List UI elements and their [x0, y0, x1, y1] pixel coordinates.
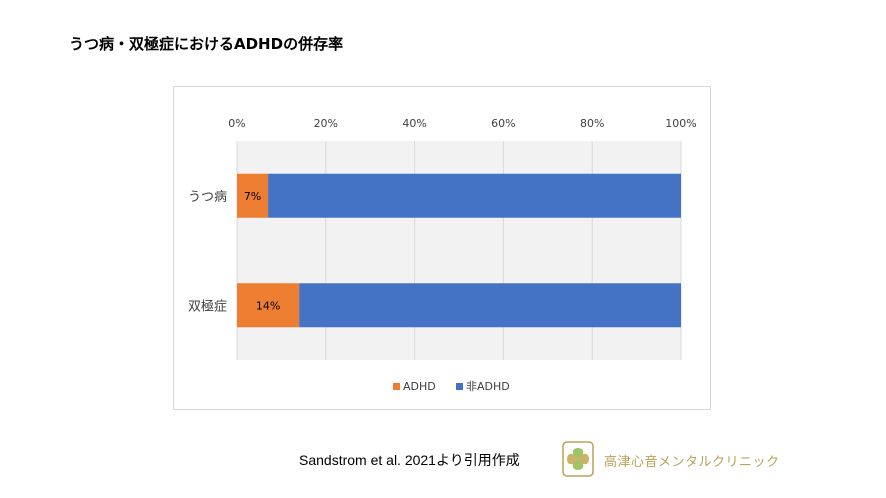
page-title: うつ病・双極症におけるADHDの併存率 [69, 35, 344, 53]
bar-segment-adhd [237, 173, 269, 218]
bar-segment-non-adhd [299, 283, 681, 328]
chart-area: 0% 20% 40% 60% 80% 100% うつ病 7% 双極症 14% ADHD 非ADHD [173, 86, 711, 410]
legend-swatch [456, 383, 463, 390]
data-label: 14% [256, 299, 280, 312]
legend-swatch [393, 383, 400, 390]
legend-label: ADHD [403, 380, 436, 393]
x-tick-label: 80% [580, 117, 604, 130]
y-category-label: うつ病 [188, 190, 227, 205]
x-tick-label: 100% [665, 117, 696, 130]
bar-segment-non-adhd [268, 173, 681, 218]
legend-label: 非ADHD [466, 380, 510, 393]
y-category-label: 双極症 [188, 298, 227, 314]
clinic-logo-icon [562, 441, 594, 477]
stacked-bar-chart: 0% 20% 40% 60% 80% 100% うつ病 7% 双極症 14% ADHD 非ADHD [188, 117, 697, 393]
bar-segment-adhd [237, 283, 300, 328]
clinic-name: 高津心音メンタルクリニック [604, 455, 780, 470]
data-label: 7% [244, 190, 261, 203]
x-tick-label: 0% [228, 117, 245, 130]
x-tick-label: 40% [402, 117, 426, 130]
source-credit: Sandstrom et al. 2021より引用作成 [299, 452, 520, 468]
x-tick-label: 20% [314, 117, 338, 130]
x-tick-label: 60% [491, 117, 515, 130]
